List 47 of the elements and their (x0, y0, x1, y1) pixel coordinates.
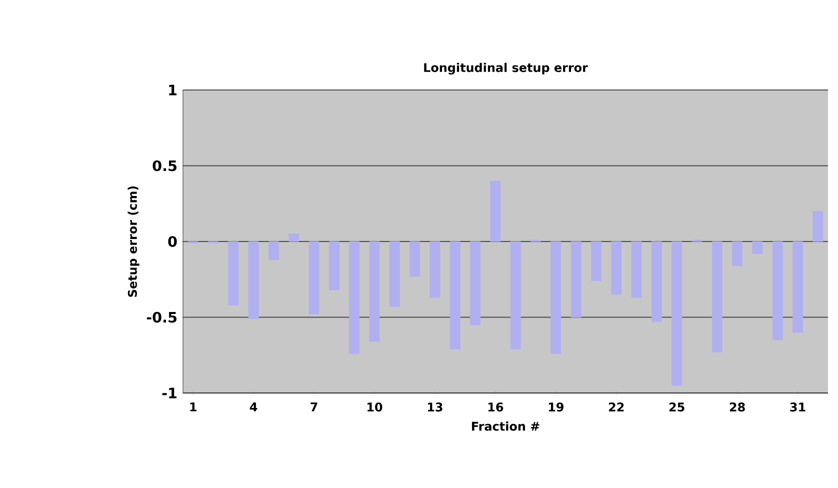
x-tick-label: 1 (190, 402, 196, 412)
bar (490, 180, 501, 242)
bar (772, 241, 783, 340)
bar (631, 241, 642, 298)
x-tick-label: 10 (368, 402, 382, 412)
bar (510, 241, 521, 350)
bar (288, 234, 300, 242)
bar (369, 241, 380, 342)
x-tick-label: 16 (488, 402, 504, 412)
bar (248, 241, 259, 319)
bar (611, 241, 622, 295)
bar (328, 241, 340, 290)
bar (470, 241, 480, 326)
bar (349, 241, 360, 354)
x-tick-label: 22 (609, 402, 624, 412)
y-tick-label: -0.5 (146, 312, 176, 323)
bar (812, 211, 824, 242)
bar (792, 241, 803, 333)
x-tick-label: 13 (428, 402, 442, 412)
bar (410, 241, 420, 277)
x-tick-label: 19 (548, 402, 564, 412)
x-tick-label: 4 (250, 402, 258, 412)
bar (228, 241, 239, 306)
x-tick-label: 7 (310, 402, 318, 412)
chart-title: Longitudinal setup error (424, 62, 588, 74)
bar (450, 241, 460, 350)
bar (672, 241, 682, 386)
bar (550, 241, 562, 354)
y-tick-label: -1 (162, 388, 176, 398)
y-tick-label: 0 (168, 236, 177, 247)
bar (570, 241, 582, 318)
x-axis-title: Fraction # (472, 422, 540, 431)
bar (308, 241, 320, 314)
x-tick-label: 31 (790, 402, 806, 412)
bar (268, 241, 279, 260)
y-axis-title: Setup error (cm) (128, 186, 140, 297)
bar (430, 241, 440, 298)
bar (389, 241, 400, 307)
bar (732, 241, 743, 266)
x-tick-label: 28 (730, 402, 745, 412)
x-tick-label: 25 (669, 402, 684, 412)
y-tick-label: 1 (169, 84, 176, 96)
y-tick-label: 0.5 (152, 160, 176, 172)
bar (651, 241, 662, 322)
bar (712, 241, 722, 352)
bar (591, 241, 602, 282)
bar (752, 241, 763, 254)
